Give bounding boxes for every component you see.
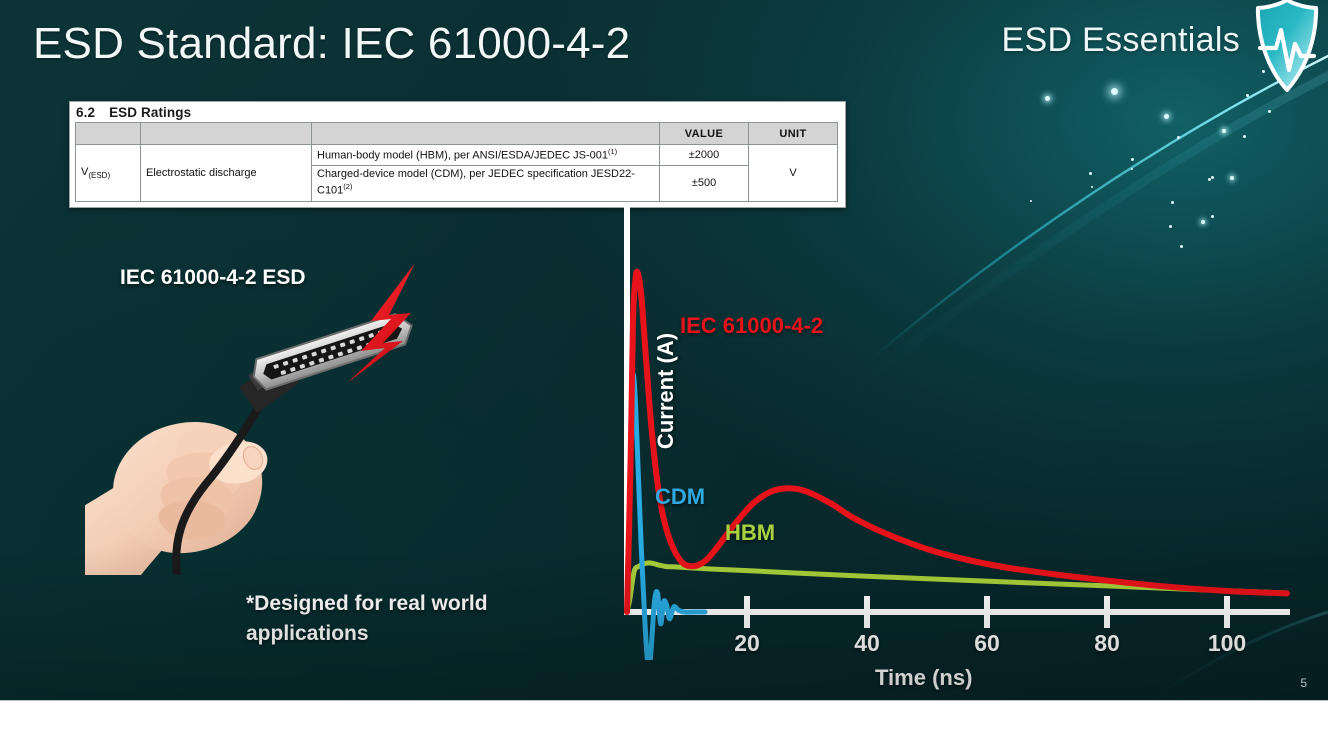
- sparkle-dot: [1230, 176, 1234, 180]
- brand-label: ESD Essentials: [1001, 21, 1240, 59]
- cell-value: ±2000: [659, 143, 749, 167]
- page-number: 5: [1300, 676, 1307, 690]
- cell-parameter: Electrostatic discharge: [140, 144, 312, 202]
- sparkle-dot: [1243, 135, 1246, 138]
- sparkle-dot: [1131, 168, 1133, 170]
- table-section-heading: 6.2 ESD Ratings: [70, 102, 845, 122]
- chart-x-tick-label: 100: [1207, 630, 1247, 656]
- slide-background: ESD Standard: IEC 61000-4-2 ESD Essentia…: [0, 0, 1328, 700]
- illustration-label: IEC 61000-4-2 ESD: [120, 266, 306, 289]
- description-footnote: (1): [608, 147, 618, 156]
- table-row: Charged-device model (CDM), per JEDEC sp…: [76, 165, 838, 202]
- esd-ratings-table: 6.2 ESD Ratings VALUE UNIT V(ESD) Electro…: [69, 101, 846, 208]
- illustration-note: *Designed for real world applications: [246, 592, 488, 646]
- sparkle-dot: [1208, 178, 1211, 181]
- sparkle-dot: [1211, 176, 1214, 179]
- sparkle-dot: [1111, 88, 1118, 95]
- header-unit: UNIT: [748, 122, 838, 145]
- sparkle-dot: [1177, 136, 1180, 139]
- sparkle-dot: [1222, 129, 1226, 133]
- series-label-iec: IEC 61000-4-2: [680, 313, 824, 338]
- sparkle-dot: [1268, 110, 1271, 113]
- footer-bar: TI TEXAS INSTRUMENTS: [0, 700, 1328, 746]
- table-header-row: VALUE UNIT: [75, 122, 838, 145]
- chart-x-tick-label: 40: [854, 630, 880, 656]
- description-footnote: (2): [343, 182, 353, 192]
- header-value: VALUE: [659, 122, 749, 145]
- cell-description: Human-body model (HBM), per ANSI/ESDA/JE…: [311, 143, 660, 167]
- sparkle-dot: [1045, 96, 1050, 101]
- sparkle-dot: [1131, 158, 1134, 161]
- cell-value: ±500: [659, 165, 749, 202]
- esd-waveform-chart: Current (A) 20 40 60 80 100 IEC 61000-4-2 CD…: [575, 200, 1315, 700]
- symbol-base: V: [81, 165, 89, 178]
- series-label-hbm: HBM: [725, 520, 776, 545]
- symbol-subscript: (ESD): [88, 170, 111, 180]
- sparkle-dot: [1164, 114, 1169, 119]
- sparkle-dot: [1091, 186, 1093, 188]
- shield-pulse-icon: [1255, 0, 1319, 92]
- table-section-number: 6.2: [76, 105, 96, 120]
- chart-plot-area: [624, 205, 1290, 660]
- description-text: Charged-device model (CDM), per JEDEC sp…: [317, 168, 635, 197]
- header-parameter: [140, 122, 312, 145]
- table-section-title: ESD Ratings: [109, 105, 192, 120]
- cell-symbol: V(ESD): [75, 144, 141, 202]
- sparkle-dot: [1089, 172, 1092, 175]
- cell-description: Charged-device model (CDM), per JEDEC sp…: [311, 165, 660, 202]
- chart-series-iec-61000-4-2: [624, 268, 1290, 615]
- table-row: V(ESD) Electrostatic discharge Human-bod…: [75, 143, 838, 202]
- cell-unit: V: [748, 144, 838, 202]
- chart-x-tick-label: 60: [974, 630, 1000, 656]
- esd-hand-connector-illustration: [85, 263, 415, 575]
- chart-x-tick-label: 80: [1094, 630, 1120, 656]
- lightning-bolt-icon: [347, 263, 415, 383]
- header-symbol: [75, 122, 141, 145]
- description-text: Human-body model (HBM), per ANSI/ESDA/JE…: [317, 149, 608, 162]
- chart-x-axis-label: Time (ns): [875, 665, 973, 690]
- header-description: [311, 122, 660, 145]
- chart-x-tick-label: 20: [734, 630, 760, 656]
- page-title: ESD Standard: IEC 61000-4-2: [33, 19, 631, 68]
- series-label-cdm: CDM: [655, 484, 706, 509]
